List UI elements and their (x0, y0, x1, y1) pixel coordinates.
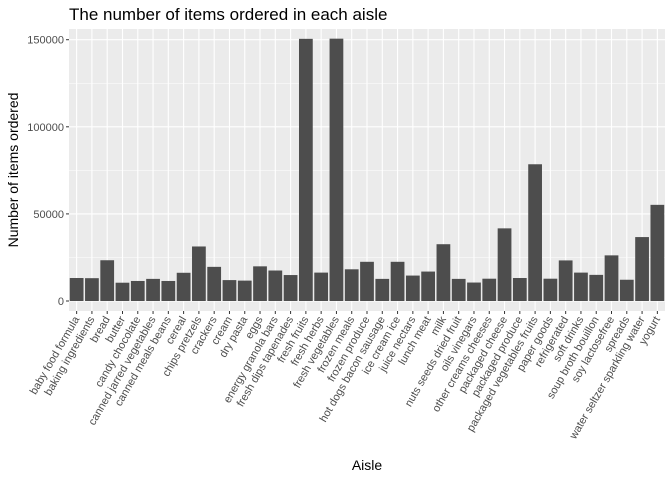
bar (589, 274, 604, 301)
bar (298, 38, 313, 301)
bar (497, 228, 512, 301)
bars-group (69, 38, 665, 301)
bar (405, 275, 420, 301)
bar (344, 269, 359, 301)
x-axis-title: Aisle (352, 457, 383, 473)
bar (283, 275, 298, 301)
bar (451, 278, 466, 301)
bar (574, 272, 588, 301)
bar (253, 266, 267, 301)
y-tick-label: 100000 (27, 122, 64, 134)
y-axis-title: Number of items ordered (5, 93, 21, 248)
bar (360, 261, 374, 301)
bar (375, 278, 390, 301)
bar (558, 260, 573, 301)
bar (528, 164, 542, 301)
y-tick-label: 150000 (27, 35, 64, 47)
bar (115, 282, 130, 301)
bar (467, 282, 481, 301)
y-tick-label: 50000 (33, 209, 64, 221)
bar (237, 280, 252, 301)
bar (268, 270, 283, 301)
bar (619, 279, 634, 301)
bar (161, 280, 176, 301)
bar (482, 278, 497, 301)
chart-title: The number of items ordered in each aisl… (69, 5, 387, 24)
bar (390, 261, 405, 301)
bar (69, 278, 84, 301)
bar (512, 278, 527, 301)
bar (130, 280, 145, 301)
bar (650, 204, 665, 301)
bar (314, 272, 329, 301)
bar (100, 260, 115, 301)
bar (192, 246, 206, 301)
bar (222, 280, 237, 301)
bar (176, 272, 191, 301)
y-axis: 0 50000 100000 150000 (27, 35, 69, 308)
bar (635, 237, 649, 301)
y-tick-label: 0 (58, 296, 64, 308)
bar (207, 266, 222, 301)
bar (421, 271, 436, 301)
bar (146, 278, 160, 301)
bar (85, 278, 99, 301)
bar (436, 244, 451, 301)
bar (329, 38, 344, 301)
bar (543, 278, 558, 301)
bar (604, 255, 619, 301)
